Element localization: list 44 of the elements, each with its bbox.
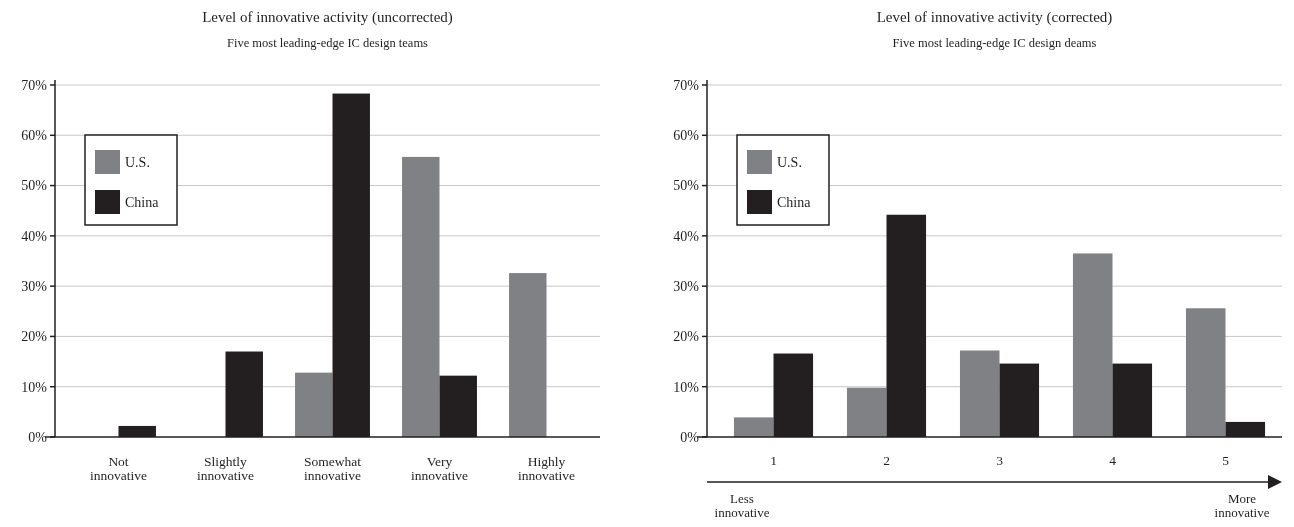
legend-label: China — [777, 194, 812, 210]
y-tick-label: 60% — [673, 128, 700, 144]
x-tick-label: Slightly innovative — [197, 454, 254, 484]
x-tick-label: Not innovative — [90, 454, 147, 484]
bar — [402, 156, 440, 437]
y-tick-label: 30% — [21, 279, 48, 295]
text: Less innovative — [714, 491, 770, 520]
x-tick-label: Somewhat innovative — [304, 454, 362, 484]
y-tick-label: 70% — [21, 77, 48, 93]
bar — [1185, 308, 1226, 437]
y-tick-label: 10% — [21, 379, 48, 395]
legend-label: China — [125, 194, 160, 210]
bar — [509, 273, 547, 437]
legend-label: U.S. — [125, 154, 150, 170]
bar — [959, 350, 1000, 437]
x-tick-label: 5 — [1222, 453, 1230, 468]
y-tick-label: 50% — [21, 178, 48, 194]
chart-subtitle: Five most leading-edge IC design teams — [226, 36, 429, 50]
chart-subtitle: Five most leading-edge IC design deams — [892, 36, 1097, 50]
y-tick-label: 10% — [673, 379, 700, 395]
y-tick-label: 70% — [673, 77, 700, 93]
bar — [1072, 253, 1113, 437]
y-tick-label: 0% — [28, 429, 48, 445]
x-tick-label: 1 — [770, 453, 777, 468]
y-tick-label: 40% — [673, 228, 700, 244]
x-tick-label: 2 — [883, 453, 890, 468]
bar — [733, 417, 774, 437]
y-tick-label: 20% — [21, 329, 48, 345]
y-tick-label: 40% — [21, 228, 48, 244]
legend-label: U.S. — [777, 154, 802, 170]
x-tick-label: Very innovative — [411, 454, 468, 484]
text: More innovative — [1214, 491, 1270, 520]
y-tick-label: 60% — [21, 128, 48, 144]
bar — [295, 372, 333, 437]
y-tick-label: 30% — [673, 279, 700, 295]
bar — [846, 387, 887, 437]
x-tick-label: Highly innovative — [518, 454, 575, 484]
y-tick-label: 50% — [673, 178, 700, 194]
x-tick-label: 4 — [1109, 453, 1117, 468]
chart-title: Level of innovative activity (corrected) — [876, 9, 1113, 26]
y-tick-label: 20% — [673, 329, 700, 345]
x-tick-label: 3 — [996, 453, 1004, 468]
y-tick-label: 0% — [680, 429, 700, 445]
chart-title: Level of innovative activity (uncorrected) — [202, 9, 453, 26]
